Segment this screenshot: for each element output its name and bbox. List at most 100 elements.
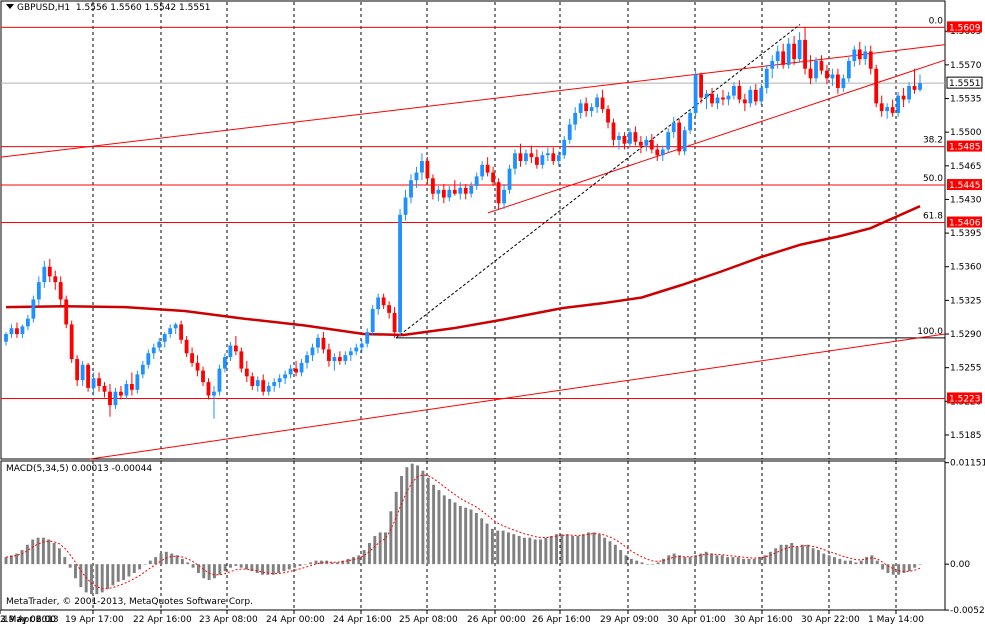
time-axis-label: 3 May 08:00 — [0, 615, 56, 625]
macd-name: MACD(5,34,5) — [6, 464, 69, 474]
macd-histogram-bar — [645, 564, 649, 565]
macd-histogram-bar — [490, 528, 494, 565]
price-axis-label: 1.5500 — [950, 128, 982, 138]
macd-histogram-bar — [111, 564, 115, 586]
macd-histogram-bar — [159, 553, 163, 565]
candle-body — [129, 384, 134, 390]
price-axis-label: 1.5535 — [950, 95, 982, 105]
macd-histogram-bar — [517, 535, 521, 565]
candle-body — [119, 391, 123, 396]
candle-body — [299, 362, 304, 373]
macd-histogram-bar — [148, 560, 152, 565]
candle-body — [343, 355, 348, 361]
macd-histogram-bar — [742, 558, 746, 565]
candle-body — [485, 164, 490, 173]
macd-histogram-bar — [779, 544, 783, 565]
macd-histogram-bar — [849, 560, 852, 565]
macd-histogram-bar — [250, 564, 254, 572]
macd-histogram-bar — [661, 558, 665, 565]
candle-body — [425, 161, 430, 179]
macd-histogram-bar — [143, 564, 147, 565]
candle-body — [409, 180, 413, 198]
candle-body — [337, 357, 342, 361]
candle-body — [403, 197, 408, 215]
macd-histogram-bar — [624, 555, 628, 565]
candle-body — [80, 364, 85, 381]
time-axis-label: 1 May 14:00 — [868, 615, 924, 625]
macd-histogram-bar — [795, 546, 799, 565]
candle-body — [781, 51, 786, 65]
macd-histogram-bar — [31, 539, 35, 565]
macd-histogram-bar — [597, 534, 601, 565]
candle-body — [671, 122, 676, 133]
macd-histogram-bar — [212, 564, 216, 579]
candle-body — [507, 168, 512, 190]
candle-body — [518, 153, 523, 161]
candle-body — [797, 39, 802, 60]
macd-histogram-bar — [432, 484, 436, 565]
candle-body — [162, 334, 167, 342]
macd-histogram-bar — [90, 564, 93, 595]
macd-histogram-bar — [710, 553, 714, 565]
candle-body — [742, 99, 747, 104]
macd-histogram-bar — [464, 507, 468, 565]
candle-body — [15, 328, 19, 335]
macd-histogram-bar — [346, 558, 350, 565]
fibonacci-label: 100.0 — [917, 327, 943, 337]
candle-body — [912, 86, 917, 90]
macd-histogram-bar — [127, 564, 131, 577]
macd-histogram-bar — [79, 564, 83, 588]
candle-body — [354, 347, 359, 352]
macd-histogram-bar — [758, 557, 762, 565]
candle-body — [233, 345, 238, 352]
macd-histogram-bar — [154, 557, 158, 565]
macd-histogram-bar — [175, 555, 179, 565]
candle-body — [836, 74, 840, 88]
macd-histogram-bar — [859, 560, 863, 565]
macd-histogram-bar — [635, 560, 639, 565]
candle-body — [622, 136, 627, 144]
macd-histogram-bar — [138, 564, 142, 570]
candle-body — [638, 141, 643, 146]
candle-body — [430, 178, 435, 194]
candle-body — [677, 122, 682, 152]
candle-body — [310, 347, 315, 356]
candle-body — [190, 353, 194, 363]
macd-histogram-bar — [533, 539, 537, 565]
macd-histogram-bar — [506, 532, 510, 565]
candle-body — [64, 299, 69, 325]
dropdown-triangle-icon[interactable] — [6, 4, 14, 9]
candle-body — [441, 189, 446, 198]
candle-body — [846, 61, 851, 79]
candle-body — [327, 349, 331, 361]
candle-body — [359, 343, 364, 348]
macd-histogram-bar — [394, 491, 398, 565]
macd-histogram-bar — [293, 564, 297, 568]
candle-body — [496, 182, 501, 204]
candle-body — [381, 297, 386, 306]
macd-histogram-bar — [496, 530, 500, 565]
candle-body — [764, 68, 769, 88]
level-badge — [947, 21, 982, 33]
time-axis-label: 22 Apr 16:00 — [133, 615, 192, 625]
macd-histogram-bar — [400, 475, 403, 565]
macd-histogram-bar — [736, 557, 740, 565]
macd-histogram-bar — [223, 564, 227, 572]
candle-body — [288, 368, 293, 375]
candle-body — [217, 368, 222, 392]
macd-histogram-bar — [608, 541, 612, 565]
macd-histogram-bar — [410, 463, 414, 565]
candle-body — [332, 357, 337, 361]
macd-histogram-bar — [335, 562, 339, 565]
macd-histogram-bar — [891, 564, 895, 575]
candle-body — [907, 86, 911, 100]
candle-body — [803, 39, 807, 69]
macd-histogram-bar — [405, 467, 409, 565]
candle-body — [737, 86, 742, 100]
candle-body — [556, 155, 561, 161]
candle-body — [173, 324, 178, 329]
candle-body — [600, 97, 605, 110]
macd-histogram-bar — [282, 564, 286, 572]
fibonacci-label: 38.2 — [923, 136, 943, 146]
